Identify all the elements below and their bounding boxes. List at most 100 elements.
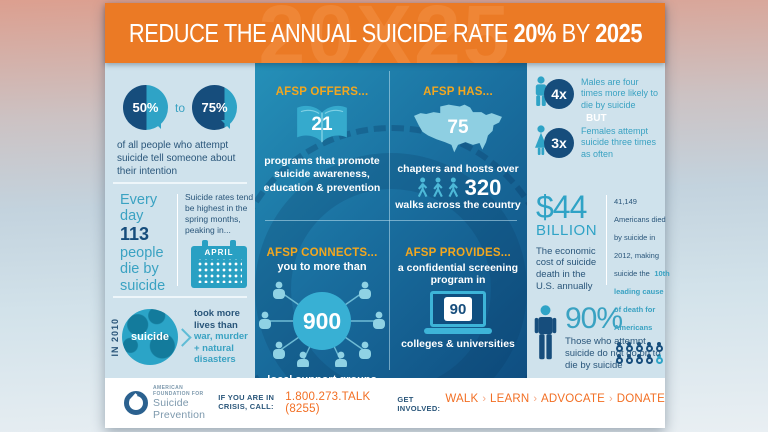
divider: [113, 296, 247, 298]
deaths-stat-teal: 10th leading cause of death for American…: [614, 269, 670, 332]
provides-number: 90: [444, 297, 472, 321]
connects-caption: local support groups: [267, 373, 376, 378]
org-small-label: AMERICAN FOUNDATION FOR: [153, 385, 204, 397]
daily-deaths-stat: Every day 113 people die by suicide: [120, 192, 172, 294]
person-glyph-icon: [655, 342, 663, 352]
afsp-logo-icon: [124, 391, 148, 415]
section-daily-deaths: Every day 113 people die by suicide Suic…: [105, 184, 263, 294]
section-afsp-offers: AFSP OFFERS... 21 programs that promote …: [255, 63, 389, 220]
divider: [177, 194, 178, 286]
but-label: BUT: [586, 113, 607, 124]
provides-lead: a confidential screening program in: [397, 262, 519, 286]
glyph-row: [614, 352, 670, 364]
crisis-phone-number[interactable]: 1.800.273.TALK (8255): [285, 391, 371, 415]
left-column: 50% to 75% of all people who attempt sui…: [105, 63, 263, 378]
header-banner: 20X25 REDUCE THE ANNUAL SUICIDE RATE 20%…: [105, 3, 665, 63]
cost-unit: BILLION: [536, 222, 598, 239]
person-glyph-icon: [635, 354, 643, 364]
person-glyph-icon-highlighted: [655, 354, 663, 364]
person-icon: [534, 305, 557, 360]
get-involved-line: GET INVOLVED: WALK › LEARN › ADVOCATE › …: [397, 393, 665, 413]
male-factor-badge: 4x: [544, 79, 574, 109]
walks-stat: 320: [415, 175, 502, 201]
has-number: 75: [447, 117, 469, 138]
link-donate[interactable]: DONATE: [616, 393, 665, 405]
panel-watermark-dashed-ring: [255, 125, 527, 378]
female-stat-text: Females attempt suicide three times as o…: [581, 126, 657, 159]
provides-caption: colleges & universities: [401, 338, 515, 350]
connects-lead: you to more than: [277, 261, 367, 273]
section-ninety-percent: 90% Those who attempt suicide do not go …: [527, 295, 665, 378]
ninety-value: 90%: [565, 302, 623, 335]
offers-caption: programs that promote suicide awareness,…: [263, 155, 381, 194]
intention-caption: of all people who attempt suicide tell s…: [117, 140, 236, 177]
title-regular-2: BY: [561, 17, 590, 48]
section-afsp-provides: AFSP PROVIDES... a confidential screenin…: [389, 220, 527, 378]
org-name-block: AMERICAN FOUNDATION FOR Suicide Preventi…: [153, 385, 205, 421]
offers-heading: AFSP OFFERS...: [275, 86, 369, 98]
toll-lead: took more lives than: [194, 308, 240, 331]
link-walk[interactable]: WALK: [445, 393, 479, 405]
link-advocate[interactable]: ADVOCATE: [541, 393, 606, 405]
ninety-stat: 90% Those who attempt suicide do not go …: [565, 304, 663, 378]
involved-label: GET INVOLVED:: [397, 395, 441, 413]
link-separator: ›: [609, 393, 613, 405]
walkers-icon: [417, 177, 458, 198]
person-glyph-icon: [645, 354, 653, 364]
link-learn[interactable]: LEARN: [490, 393, 530, 405]
globe-word: suicide: [131, 331, 169, 343]
link-separator: ›: [482, 393, 486, 405]
section-afsp-connects: AFSP CONNECTS... you to more than: [255, 220, 389, 378]
section-2010-toll: IN 2010 suicide took more lives than war…: [105, 296, 255, 378]
calendar-month-label: APRIL: [204, 248, 234, 258]
section-gender-stats: 4x Males are four times more likely to d…: [527, 63, 665, 185]
person-glyph-icon: [615, 354, 623, 364]
laptop-icon: 90: [424, 291, 492, 334]
title-bold-2025: 2025: [594, 17, 642, 48]
content-area: 50% to 75% of all people who attempt sui…: [105, 63, 670, 378]
speech-bubbles: 50% to 75%: [105, 85, 255, 130]
year-label: IN 2010: [110, 317, 120, 357]
crisis-label: IF YOU ARE IN CRISIS, CALL:: [218, 393, 275, 411]
daily-prefix: Every day: [120, 192, 158, 225]
section-afsp-has: AFSP HAS... 75 chapters and hosts over: [389, 63, 527, 220]
divider: [606, 195, 607, 285]
person-glyph-icon: [645, 342, 653, 352]
female-stat-row: 3x Females attempt suicide three times a…: [533, 125, 661, 161]
person-glyph-icon: [625, 354, 633, 364]
link-separator: ›: [533, 393, 538, 405]
person-glyph-icon: [625, 342, 633, 352]
watermark-20x25: 20X25: [258, 3, 512, 63]
footer-bar: AMERICAN FOUNDATION FOR Suicide Preventi…: [105, 378, 665, 428]
walks-number: 320: [464, 175, 502, 201]
calendar-icon: APRIL: [191, 240, 247, 289]
male-stat-text: Males are four times more likely to die …: [581, 77, 659, 110]
spring-peak-note: Suicide rates tend to be highest in the …: [185, 192, 267, 289]
cost-amount: $44: [536, 189, 587, 225]
toll-items: war, murder + natural disasters: [194, 331, 248, 366]
afsp-logo: AMERICAN FOUNDATION FOR Suicide Preventi…: [124, 385, 205, 421]
section-intention: 50% to 75% of all people who attempt sui…: [105, 63, 255, 182]
person-glyph-icon: [615, 342, 623, 352]
title-bold-20pct: 20%: [513, 17, 556, 48]
laptop-base: [424, 328, 492, 334]
has-lead: chapters and hosts over: [397, 163, 519, 175]
bubble-value-right: 75%: [201, 100, 228, 115]
ten-people-glyphs: [614, 340, 670, 364]
has-caption: walks across the country: [395, 199, 521, 212]
male-stat-row: 4x Males are four times more likely to d…: [533, 76, 661, 112]
daily-number: 113: [120, 224, 150, 245]
connects-number: 900: [302, 308, 342, 334]
toll-caption: took more lives than war, murder + natur…: [194, 308, 252, 366]
provides-heading: AFSP PROVIDES...: [405, 247, 511, 259]
us-map-icon: 75: [411, 100, 505, 163]
org-name-label: Suicide Prevention: [153, 397, 206, 421]
infographic-card: 20X25 REDUCE THE ANNUAL SUICIDE RATE 20%…: [105, 3, 670, 428]
speech-bubble-icon-50: 50%: [122, 85, 168, 130]
deaths-stat-dark: 41,149 Americans died by suicide in 2012…: [614, 197, 666, 278]
female-factor-badge: 3x: [544, 128, 574, 158]
bubble-value-left: 50%: [132, 100, 159, 115]
daily-suffix: people die by suicide: [120, 245, 166, 294]
speech-bubble-icon-75: 75%: [192, 85, 237, 130]
cost-caption: The economic cost of suicide death in th…: [536, 245, 597, 293]
